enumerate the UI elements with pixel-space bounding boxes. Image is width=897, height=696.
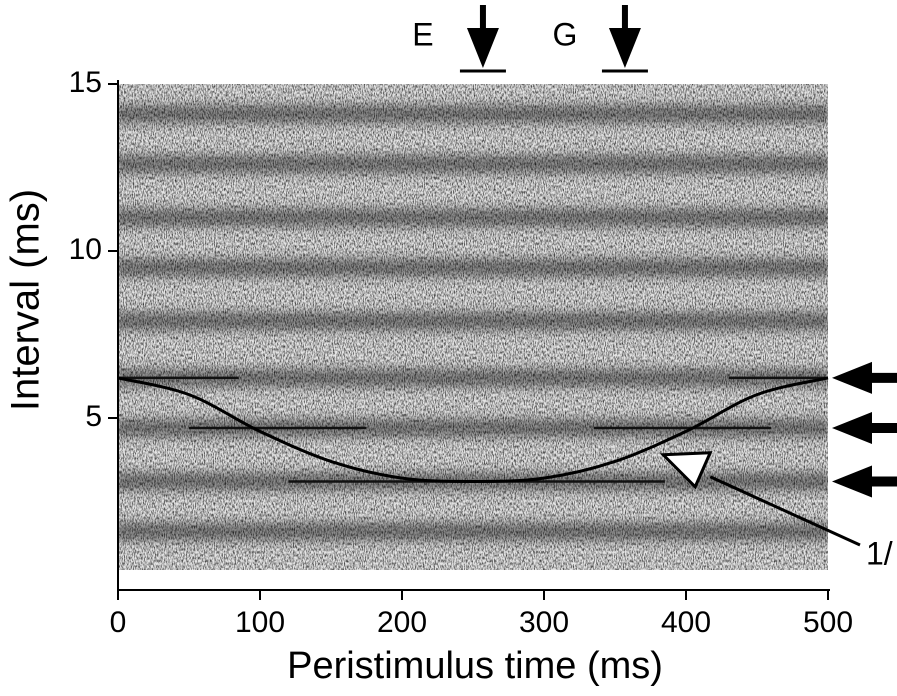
marker-arrow [466, 5, 499, 68]
x-tick-label: 0 [110, 606, 127, 639]
right-arrow [832, 361, 897, 394]
y-tick-label: 15 [69, 66, 102, 99]
x-tick-label: 200 [377, 606, 427, 639]
annotation-pointer [709, 475, 861, 547]
x-tick-label: 300 [519, 606, 569, 639]
noise-texture [118, 84, 828, 570]
right-arrow [832, 465, 897, 498]
y-axis-label: Interval (ms) [4, 189, 48, 411]
marker-arrow [608, 5, 641, 68]
right-arrow [832, 412, 897, 445]
x-axis-label: Peristimulus time (ms) [287, 645, 663, 687]
x-tick-label: 400 [661, 606, 711, 639]
plot-area [118, 84, 828, 570]
marks: 0 100 200 300 400 500 5 10 15 E G 1/ [69, 5, 897, 639]
marker-label: E [412, 16, 433, 52]
curve [117, 376, 829, 483]
y-tick-label: 10 [69, 233, 102, 266]
x-tick-label: 100 [235, 606, 285, 639]
annotation-arrowhead [659, 451, 713, 490]
y-tick-label: 5 [85, 400, 102, 433]
annotation-text: 1/ [866, 535, 893, 571]
marker-label: G [552, 16, 577, 52]
x-tick-label: 500 [803, 606, 853, 639]
